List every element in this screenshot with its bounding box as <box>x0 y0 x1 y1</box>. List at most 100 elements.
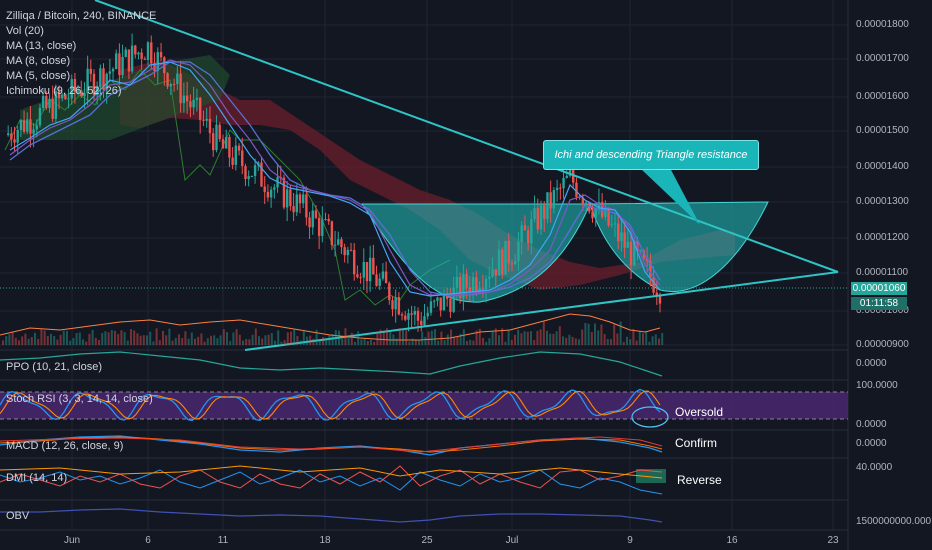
volume-bar <box>530 331 532 345</box>
volume-bar <box>178 334 180 345</box>
candle <box>276 163 279 193</box>
volume-bar <box>459 333 462 345</box>
volume-bar <box>475 330 478 345</box>
stoch-label[interactable]: Stoch RSI (3, 3, 14, 14, close) <box>6 393 153 405</box>
volume-bar <box>539 329 542 345</box>
volume-bar <box>50 333 52 345</box>
candle <box>244 163 247 186</box>
candle <box>189 94 192 118</box>
candle <box>273 184 276 199</box>
volume-bar <box>232 332 235 345</box>
volume-bar <box>296 335 299 345</box>
candle <box>89 59 92 82</box>
indicator-ma13[interactable]: MA (13, close) <box>6 40 77 52</box>
volume-bar <box>280 341 283 345</box>
volume-bar <box>456 336 459 345</box>
candle <box>617 214 620 250</box>
candle <box>543 201 546 232</box>
volume-bar <box>469 339 472 345</box>
volume-bar <box>30 337 33 345</box>
candle <box>208 106 212 144</box>
volume-bar <box>302 329 305 345</box>
candle <box>462 264 465 311</box>
volume-bar <box>78 332 81 345</box>
resistance-callout[interactable]: Ichi and descending Triangle resistance <box>543 140 759 170</box>
candle <box>468 276 472 302</box>
candle <box>507 232 510 272</box>
volume-bar <box>462 329 465 345</box>
cup-shape <box>361 201 769 303</box>
indicator-ma5[interactable]: MA (5, close) <box>6 70 71 82</box>
obv-label[interactable]: OBV <box>6 510 30 522</box>
price-tick: 0.00001100 <box>856 267 909 278</box>
candle <box>594 207 597 227</box>
volume-bar <box>213 335 216 345</box>
price-tick: 0.00001000 <box>856 305 909 316</box>
volume-bar <box>600 324 603 345</box>
candle <box>150 35 153 70</box>
volume-bar <box>523 331 526 345</box>
candle <box>455 265 459 301</box>
candle <box>231 147 234 170</box>
macd-axis-tick: 0.0000 <box>856 438 887 449</box>
volume-bar <box>533 340 536 345</box>
volume-bar <box>616 333 619 345</box>
symbol-line[interactable]: Zilliqa / Bitcoin, 240, BINANCE <box>6 10 157 22</box>
indicator-ichimoku[interactable]: Ichimoku (9, 26, 52, 26) <box>6 85 122 97</box>
indicator-ma8[interactable]: MA (8, close) <box>6 55 71 67</box>
volume-bar <box>450 329 452 345</box>
candle <box>166 72 169 90</box>
candle <box>494 269 497 287</box>
macd-label[interactable]: MACD (12, 26, close, 9) <box>6 440 124 452</box>
volume-bar <box>158 340 161 345</box>
candle <box>626 227 630 248</box>
ppo-label[interactable]: PPO (10, 21, close) <box>6 361 102 373</box>
candle <box>67 88 70 109</box>
volume-bar <box>430 330 433 345</box>
volume-bar <box>88 333 91 345</box>
confirm-note[interactable]: Confirm <box>675 436 718 450</box>
volume-bar <box>478 328 481 345</box>
volume-bar <box>37 338 40 345</box>
dmi-minus-line <box>0 465 663 489</box>
candle <box>317 212 321 250</box>
volume-bar <box>603 334 606 345</box>
ma-13-line <box>9 61 661 297</box>
volume-bar <box>510 339 513 345</box>
x-tick-label: Jul <box>505 535 519 546</box>
volume-bar <box>120 330 123 345</box>
candle <box>292 193 295 221</box>
volume-bar <box>373 341 376 345</box>
price-tick: 0.00001300 <box>856 196 909 207</box>
volume-bar <box>40 328 43 345</box>
volume-bar <box>254 328 257 345</box>
dmi-label[interactable]: DMI (14, 14) <box>6 472 68 484</box>
volume-bar <box>322 337 324 345</box>
volume-bar <box>350 332 353 345</box>
candle <box>159 43 163 62</box>
candle <box>266 184 270 202</box>
candle <box>445 287 449 307</box>
indicator-vol[interactable]: Vol (20) <box>6 25 44 37</box>
oversold-note[interactable]: Oversold <box>675 405 724 419</box>
candle <box>423 303 426 327</box>
candle <box>172 78 176 92</box>
volume-bar <box>562 336 564 345</box>
volume-bar <box>155 328 158 345</box>
volume-bar <box>549 333 552 345</box>
candle <box>484 275 488 303</box>
volume-bar <box>8 334 11 345</box>
candle <box>449 287 452 318</box>
candle <box>526 225 530 251</box>
reverse-note[interactable]: Reverse <box>677 473 722 487</box>
candle <box>140 48 143 71</box>
volume-bar <box>363 338 366 345</box>
volume-bar <box>494 328 497 345</box>
candle <box>111 67 115 83</box>
candle <box>375 265 378 287</box>
volume-bar <box>136 333 139 345</box>
stoch-d-line <box>0 390 661 420</box>
candle <box>51 85 54 123</box>
candle <box>575 177 578 201</box>
